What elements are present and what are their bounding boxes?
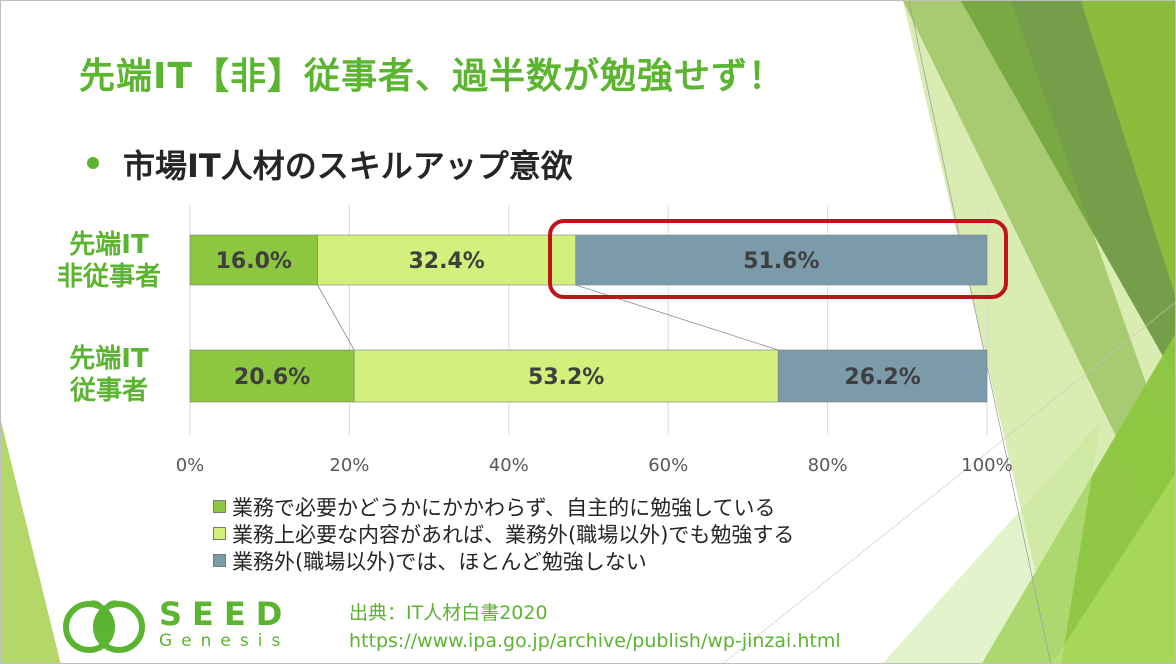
source-url[interactable]: https://www.ipa.go.jp/archive/publish/wp… (349, 630, 841, 652)
chart-legend: 業務で必要かどうかにかかわらず、自主的に勉強している 業務上必要な内容があれば、… (213, 493, 794, 574)
data-label: 26.2% (844, 365, 920, 390)
bar-segment (189, 234, 318, 286)
category-label-line: 非従事者 (56, 262, 161, 292)
category-label-line: 先端IT (69, 230, 149, 260)
category-label-line: 先端IT (69, 344, 149, 374)
x-tick-label: 20% (329, 455, 369, 476)
bar-segment (777, 349, 988, 403)
x-tick-label: 80% (808, 455, 848, 476)
data-label: 53.2% (528, 365, 604, 390)
data-label: 51.6% (743, 249, 819, 274)
legend-item: 業務で必要かどうかにかかわらず、自主的に勉強している (213, 493, 794, 520)
category-label-non-engaged: 先端IT 非従事者 (49, 229, 169, 293)
bar-segment (353, 349, 779, 403)
x-tick-label: 100% (961, 455, 1012, 476)
bar-segment (317, 234, 577, 286)
slide-subtitle: 市場IT人材のスキルアップ意欲 (123, 147, 573, 185)
legend-label: 業務上必要な内容があれば、業務外(職場以外)でも勉強する (232, 522, 795, 547)
x-tick-label: 0% (176, 455, 205, 476)
data-label: 32.4% (408, 249, 484, 274)
highlight-box (548, 219, 1008, 299)
legend-item: 業務外(職場以外)では、ほとんど勉強しない (213, 547, 794, 574)
legend-swatch (213, 554, 226, 567)
seed-logo-icon (63, 600, 145, 653)
legend-swatch (213, 500, 226, 513)
x-tick-label: 60% (648, 455, 688, 476)
bar-segment (189, 349, 355, 403)
logo-name: SEED (159, 595, 293, 633)
slide-title: 先端IT【非】従事者、過半数が勉強せず！ (79, 56, 785, 97)
data-label: 16.0% (216, 249, 292, 274)
series-line (317, 284, 355, 351)
bullet-dot (87, 157, 99, 169)
data-label: 20.6% (234, 365, 310, 390)
logo-sub: Genesis (159, 631, 290, 651)
x-tick-label: 40% (489, 455, 529, 476)
bar-segment (575, 234, 988, 286)
legend-swatch (213, 527, 226, 540)
legend-label: 業務外(職場以外)では、ほとんど勉強しない (232, 549, 647, 574)
category-label-line: 従事者 (69, 376, 148, 406)
source-note: 出典：IT人材白書2020 https://www.ipa.go.jp/arch… (349, 599, 841, 655)
category-label-engaged: 先端IT 従事者 (49, 343, 169, 407)
legend-label: 業務で必要かどうかにかかわらず、自主的に勉強している (232, 495, 776, 520)
source-title: 出典：IT人材白書2020 (349, 602, 548, 624)
legend-item: 業務上必要な内容があれば、業務外(職場以外)でも勉強する (213, 520, 794, 547)
logo-text: SEED Genesis (159, 597, 292, 651)
